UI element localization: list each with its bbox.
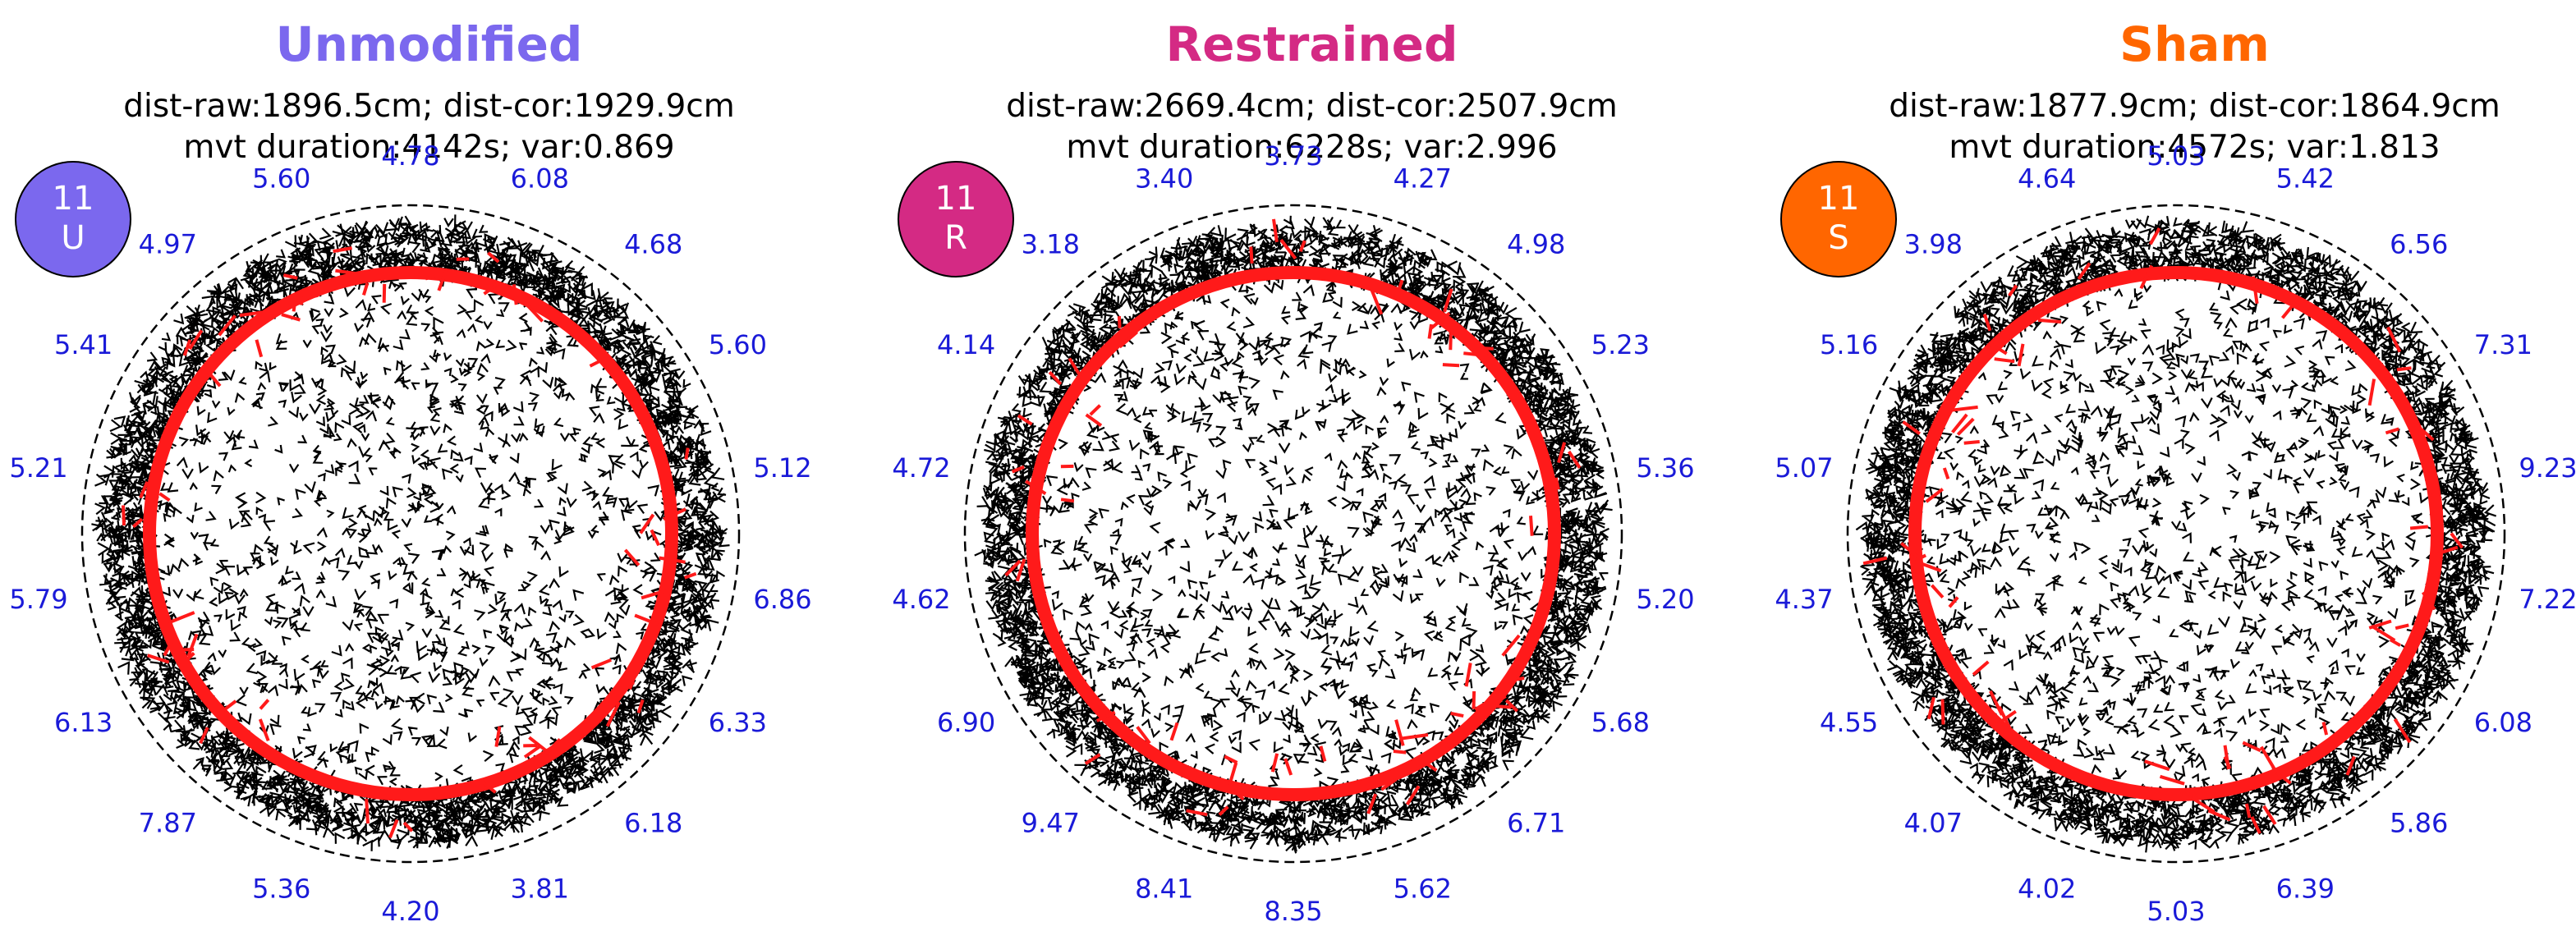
segment-value-label: 7.31 bbox=[2474, 329, 2532, 360]
stats-duration: mvt duration:4572s; var:1.813 bbox=[1949, 129, 2441, 166]
arena-boundary bbox=[1846, 204, 2506, 864]
red-trajectory-marks bbox=[122, 246, 697, 839]
segment-value-label: 6.90 bbox=[937, 707, 995, 738]
segment-value-label: 6.39 bbox=[2276, 873, 2335, 904]
segment-value-label: 5.62 bbox=[1394, 873, 1452, 904]
chart-title: Unmodified bbox=[275, 16, 583, 72]
segment-value-label: 6.33 bbox=[709, 707, 767, 738]
trajectory-path bbox=[1855, 215, 2497, 853]
stats-distance: dist-raw:2669.4cm; dist-cor:2507.9cm bbox=[1006, 88, 1618, 125]
segment-value-label: 4.37 bbox=[1775, 584, 1833, 615]
trajectory-marks bbox=[1855, 215, 2497, 853]
segment-value-label: 4.62 bbox=[892, 584, 950, 615]
segment-value-label: 6.56 bbox=[2390, 229, 2448, 260]
segment-value-label: 5.42 bbox=[2276, 163, 2335, 195]
subject-badge: 11 R bbox=[898, 161, 1014, 277]
stats-duration: mvt duration:4142s; var:0.869 bbox=[183, 129, 675, 166]
segment-value-label: 6.86 bbox=[753, 584, 811, 615]
segment-value-label: 6.08 bbox=[2474, 707, 2532, 738]
badge-number: 11 bbox=[934, 180, 977, 218]
panel-unmodified: Unmodified dist-raw:1896.5cm; dist-cor:1… bbox=[0, 0, 858, 931]
segment-value-label: 4.07 bbox=[1904, 807, 1963, 838]
polar-plot: 5.03 5.42 6.56 7.31 9.23 7.22 6.08 5.86 6.39 5.03… bbox=[1775, 140, 2576, 927]
badge-number: 11 bbox=[52, 180, 94, 218]
segment-value-label: 3.81 bbox=[511, 873, 569, 904]
reference-circle bbox=[1026, 266, 1561, 801]
trajectory-path bbox=[91, 214, 730, 851]
segment-value-label: 5.41 bbox=[54, 329, 112, 360]
red-trajectory-marks bbox=[1004, 218, 1582, 817]
segment-value-label: 5.03 bbox=[2147, 140, 2205, 172]
segment-value-label: 6.13 bbox=[54, 707, 112, 738]
segment-value-label: 5.36 bbox=[252, 873, 310, 904]
trajectory-path bbox=[974, 215, 1613, 854]
chart-title: Sham bbox=[2119, 16, 2270, 72]
segment-value-label: 5.60 bbox=[709, 329, 767, 360]
arena-boundary bbox=[80, 204, 741, 864]
panel-sham: Sham dist-raw:1877.9cm; dist-cor:1864.9c… bbox=[1766, 0, 2576, 931]
segment-value-label: 6.71 bbox=[1507, 807, 1565, 838]
segment-value-label: 5.60 bbox=[252, 163, 310, 195]
reference-circle bbox=[1908, 266, 2444, 801]
segment-value-label: 4.55 bbox=[1820, 707, 1878, 738]
badge-letter: R bbox=[944, 219, 967, 257]
subject-badge: 11 S bbox=[1780, 161, 1897, 277]
segment-value-label: 3.73 bbox=[1264, 140, 1322, 172]
segment-value-label: 7.87 bbox=[139, 807, 197, 838]
segment-value-label: 8.35 bbox=[1264, 896, 1322, 927]
segment-value-label: 6.08 bbox=[511, 163, 569, 195]
segment-value-label: 4.64 bbox=[2018, 163, 2076, 195]
segment-value-label: 4.98 bbox=[1507, 229, 1565, 260]
segment-value-label: 5.07 bbox=[1775, 452, 1833, 484]
segment-value-label: 9.23 bbox=[2519, 452, 2576, 484]
chart-title: Restrained bbox=[1165, 16, 1458, 72]
trajectory-marks bbox=[91, 214, 730, 851]
segment-value-label: 5.68 bbox=[1591, 707, 1650, 738]
segment-value-label: 5.86 bbox=[2390, 807, 2448, 838]
segment-value-label: 4.02 bbox=[2018, 873, 2076, 904]
segment-value-label: 3.40 bbox=[1135, 163, 1193, 195]
segment-value-label: 5.16 bbox=[1820, 329, 1878, 360]
segment-value-label: 5.03 bbox=[2147, 896, 2205, 927]
segment-value-label: 5.79 bbox=[9, 584, 67, 615]
badge-letter: U bbox=[61, 219, 85, 257]
segment-value-label: 3.18 bbox=[1022, 229, 1080, 260]
stats-distance: dist-raw:1877.9cm; dist-cor:1864.9cm bbox=[1889, 88, 2500, 125]
segment-value-label: 4.68 bbox=[624, 229, 682, 260]
segment-value-label: 4.72 bbox=[892, 452, 950, 484]
polar-plot: 3.73 4.27 4.98 5.23 5.36 5.20 5.68 6.71 5.62 8.35… bbox=[892, 140, 1694, 927]
red-trajectory-marks bbox=[1862, 227, 2464, 834]
polar-plot: 4.78 6.08 4.68 5.60 5.12 6.86 6.33 6.18 3.81 4.20… bbox=[9, 140, 811, 927]
badge-letter: S bbox=[1828, 219, 1849, 257]
segment-value-label: 5.36 bbox=[1636, 452, 1694, 484]
stats-duration: mvt duration:6228s; var:2.996 bbox=[1066, 129, 1558, 166]
segment-value-label: 4.78 bbox=[381, 140, 439, 172]
segment-value-label: 4.97 bbox=[139, 229, 197, 260]
segment-value-label: 8.41 bbox=[1135, 873, 1193, 904]
segment-value-label: 4.14 bbox=[937, 329, 995, 360]
panel-restrained: Restrained dist-raw:2669.4cm; dist-cor:2… bbox=[883, 0, 1741, 931]
segment-value-label: 4.20 bbox=[381, 896, 439, 927]
stats-distance: dist-raw:1896.5cm; dist-cor:1929.9cm bbox=[123, 88, 735, 125]
reference-circle bbox=[143, 266, 678, 801]
subject-badge: 11 U bbox=[15, 161, 131, 277]
segment-value-label: 9.47 bbox=[1022, 807, 1080, 838]
badge-number: 11 bbox=[1817, 180, 1860, 218]
segment-value-label: 5.23 bbox=[1591, 329, 1650, 360]
segment-value-label: 3.98 bbox=[1904, 229, 1963, 260]
trajectory-marks bbox=[974, 215, 1613, 854]
segment-value-label: 4.27 bbox=[1394, 163, 1452, 195]
segment-value-label: 7.22 bbox=[2519, 584, 2576, 615]
segment-value-label: 5.12 bbox=[753, 452, 811, 484]
segment-value-label: 5.20 bbox=[1636, 584, 1694, 615]
arena-boundary bbox=[963, 204, 1623, 864]
segment-value-label: 5.21 bbox=[9, 452, 67, 484]
segment-value-label: 6.18 bbox=[624, 807, 682, 838]
